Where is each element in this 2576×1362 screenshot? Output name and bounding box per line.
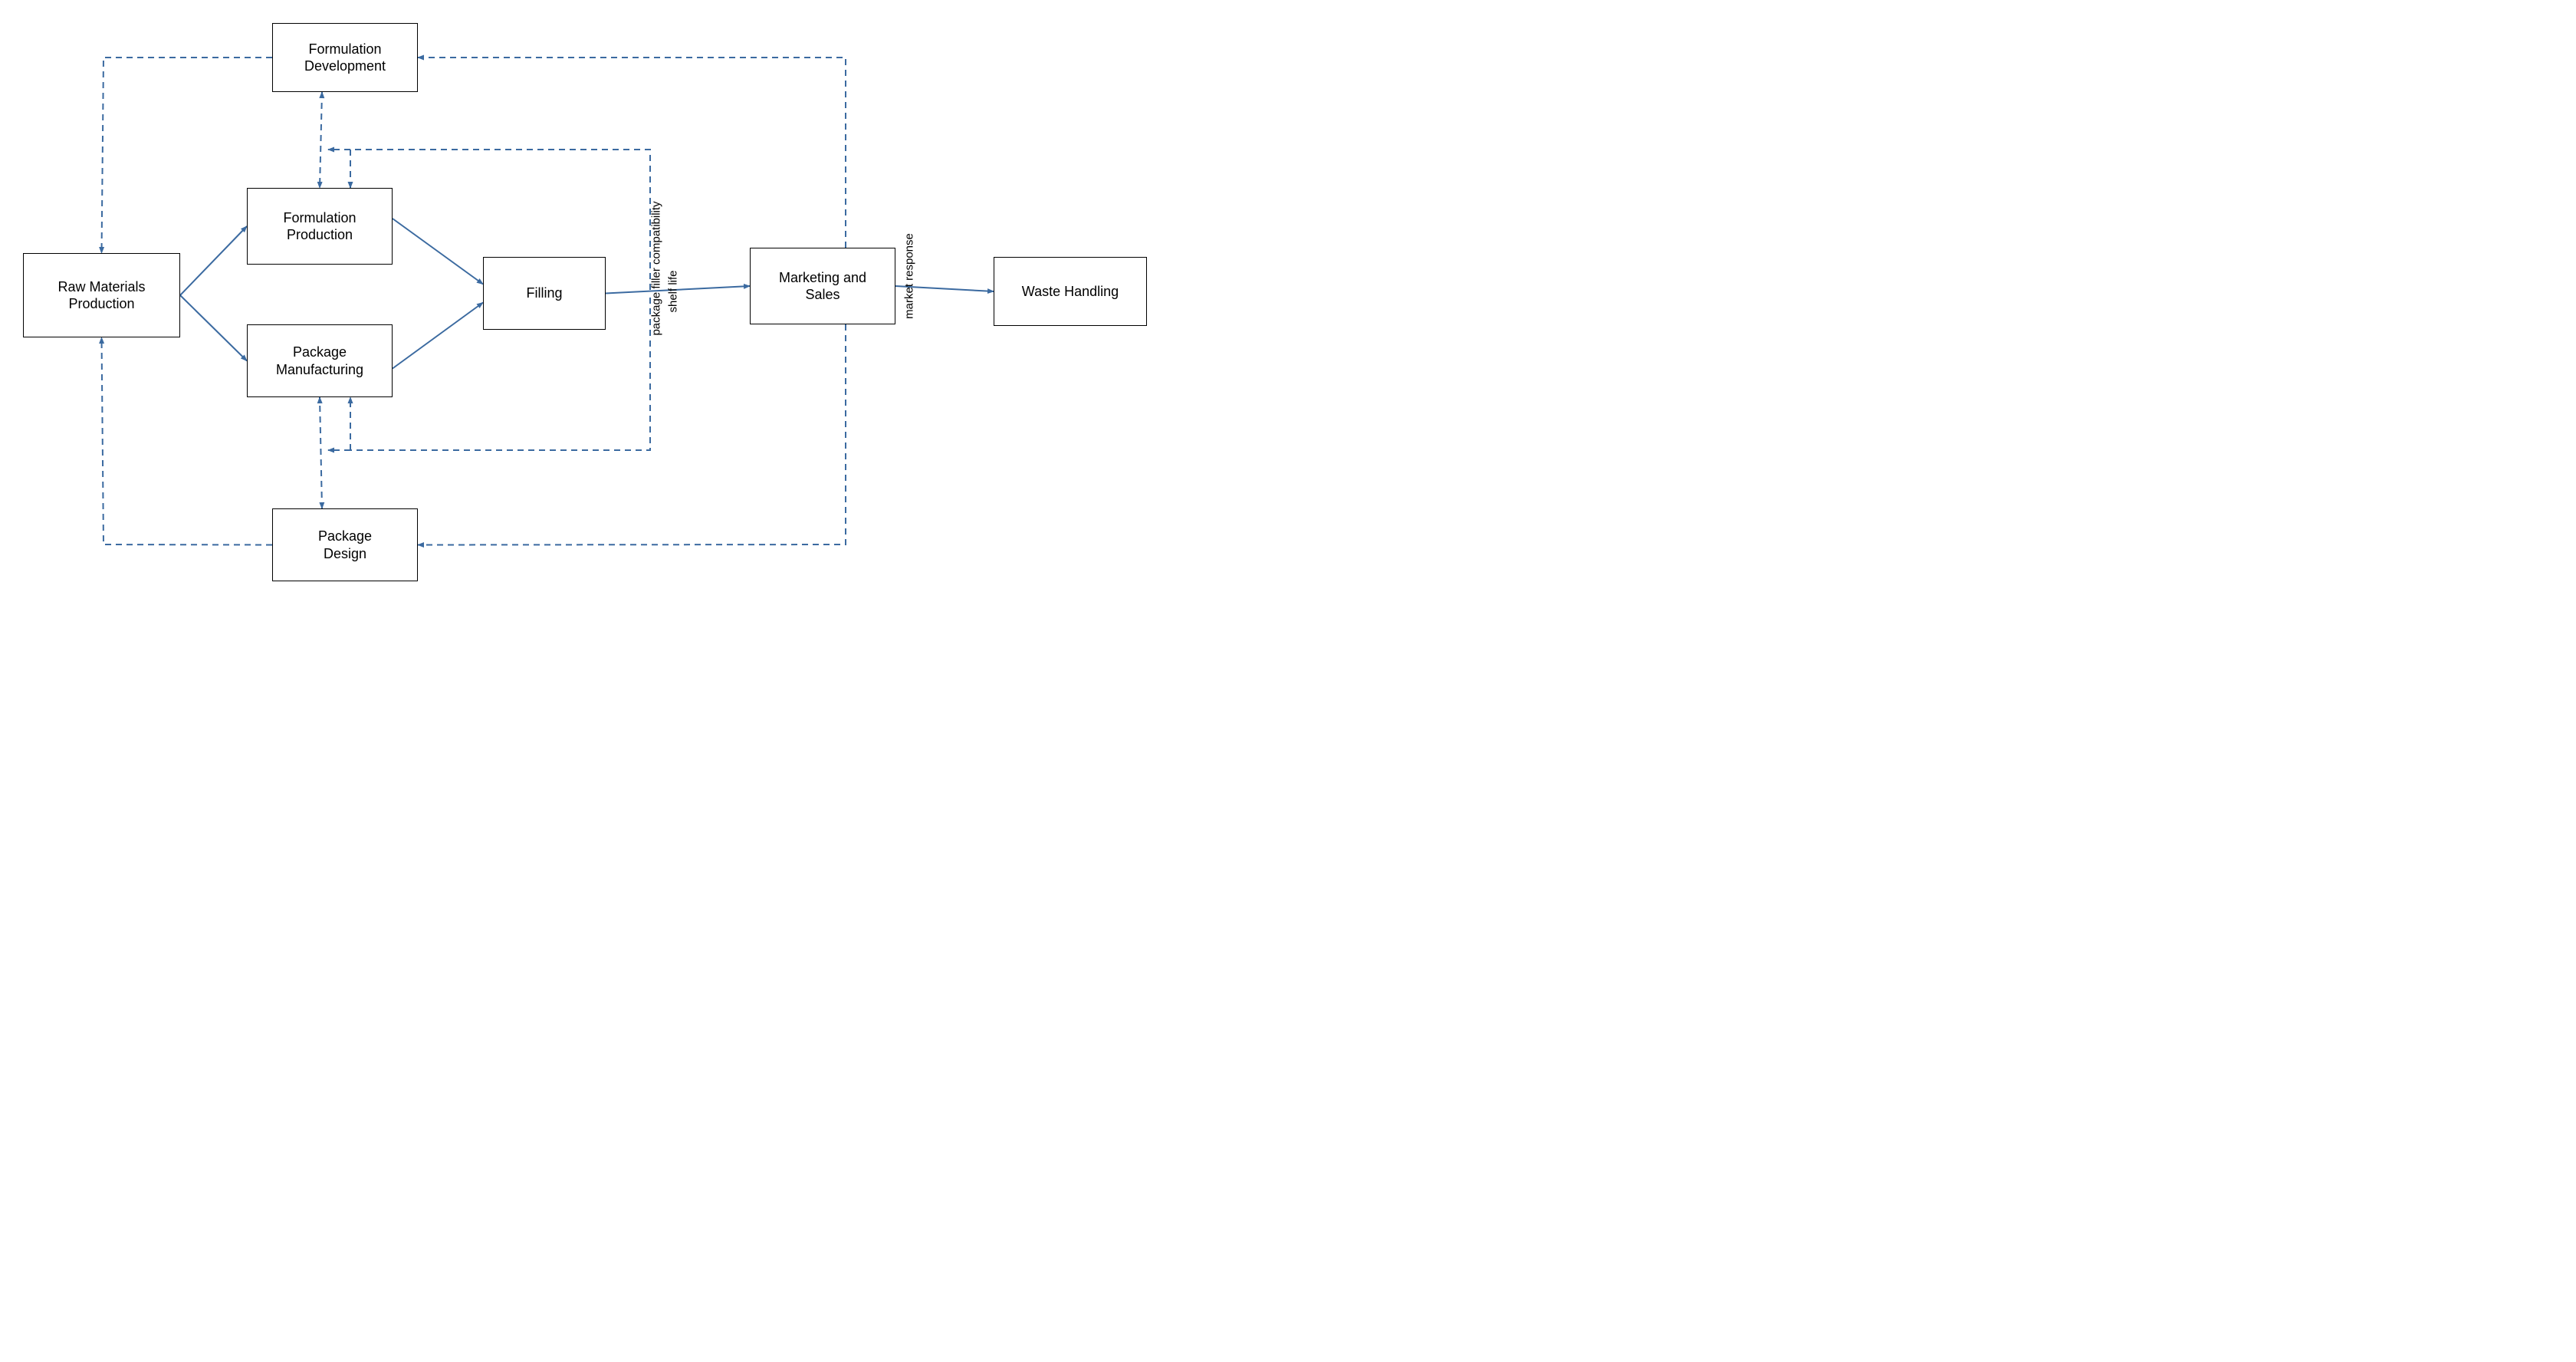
node-filling: Filling xyxy=(483,257,606,330)
edge-label: market response xyxy=(903,233,916,319)
node-label: Formulation Development xyxy=(304,41,386,75)
edge-label: shelf life xyxy=(667,270,680,312)
node-mktg: Marketing and Sales xyxy=(750,248,895,324)
edge xyxy=(393,303,483,369)
edge xyxy=(320,397,322,508)
node-label: Package Design xyxy=(318,528,372,562)
node-raw: Raw Materials Production xyxy=(23,253,180,337)
flowchart-canvas: Raw Materials Production Formulation Deve… xyxy=(0,0,1181,623)
edge xyxy=(393,219,483,285)
node-pkgdes: Package Design xyxy=(272,508,418,581)
edge xyxy=(180,226,247,295)
node-label: Formulation Production xyxy=(283,209,356,244)
node-pkgmfg: Package Manufacturing xyxy=(247,324,393,397)
node-formprod: Formulation Production xyxy=(247,188,393,265)
node-waste: Waste Handling xyxy=(994,257,1147,326)
edge xyxy=(418,324,846,545)
node-label: Filling xyxy=(526,285,562,302)
node-label: Raw Materials Production xyxy=(58,278,145,313)
node-label: Waste Handling xyxy=(1022,283,1119,301)
node-formdev: Formulation Development xyxy=(272,23,418,92)
edge xyxy=(180,295,247,361)
node-label: Package Manufacturing xyxy=(276,344,363,378)
edge xyxy=(418,58,846,248)
edge xyxy=(320,92,322,188)
node-label: Marketing and Sales xyxy=(779,269,866,304)
edge-label: package filler compatibility xyxy=(650,201,663,335)
